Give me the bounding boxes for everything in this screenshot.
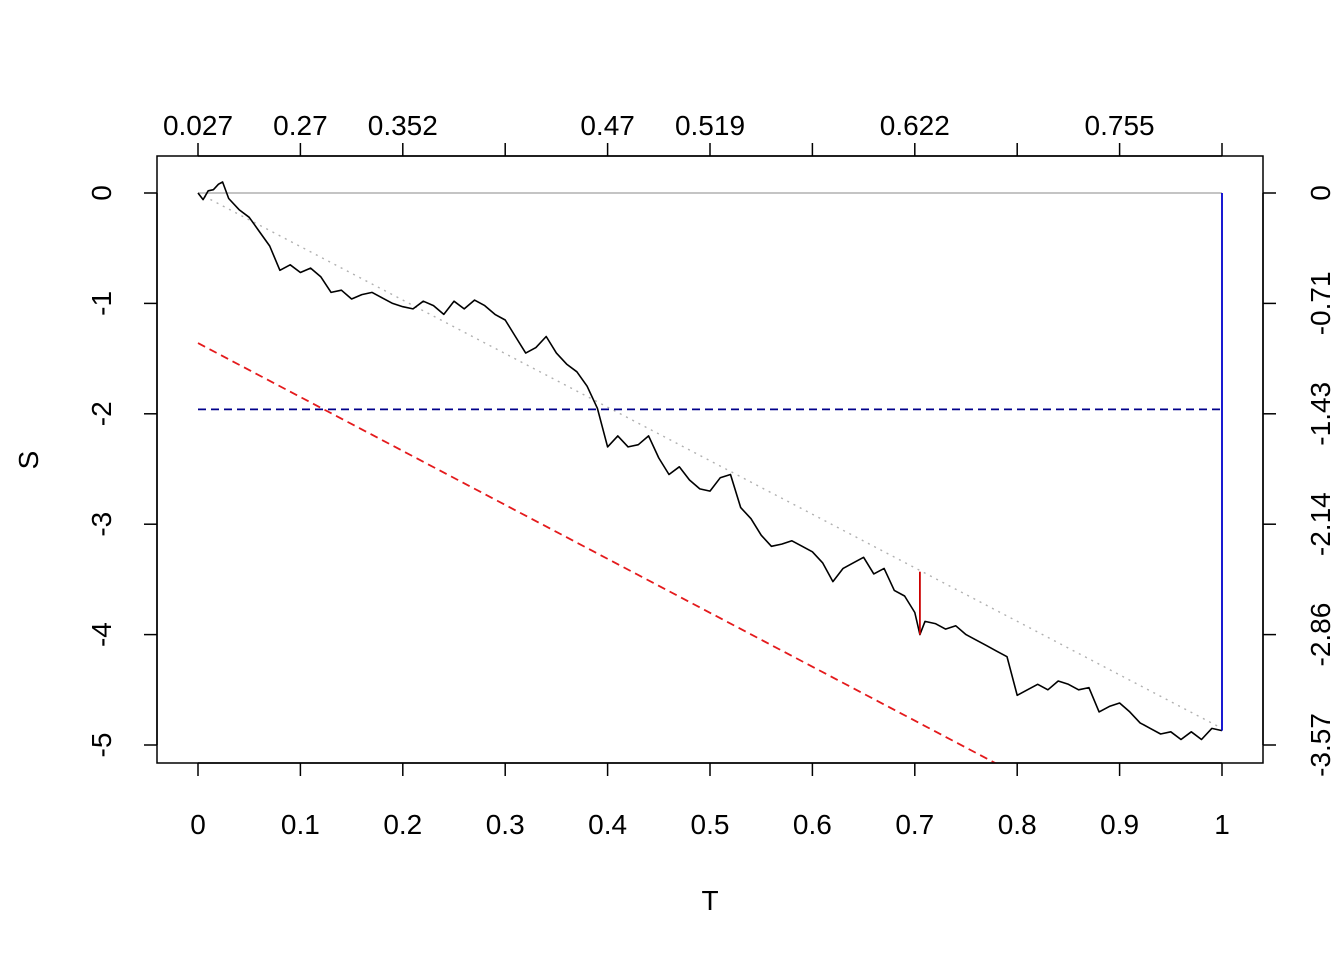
x-tick-label: 0.6 — [793, 809, 832, 840]
x-tick-label: 0 — [190, 809, 206, 840]
y-tick-label: -5 — [86, 733, 117, 758]
plot-frame — [156, 155, 1264, 764]
right-tick-label: -3.57 — [1305, 713, 1336, 777]
series-path — [197, 181, 1223, 741]
top-tick-label: 0.027 — [163, 110, 233, 141]
top-tick-label: 0.755 — [1085, 110, 1155, 141]
top-tick-label: 0.352 — [368, 110, 438, 141]
y-axis: 0 -1 -2 -3 -4 -5 — [86, 185, 158, 758]
series-lines — [197, 181, 1223, 763]
series-trend — [197, 192, 1223, 730]
x-tick-label: 0.5 — [691, 809, 730, 840]
series-lower-bound — [197, 342, 998, 763]
y-axis-label: S — [13, 451, 44, 470]
y-tick-label: -2 — [86, 401, 117, 426]
top-axis: 0.027 0.27 0.352 0.47 0.519 0.622 0.755 — [163, 110, 1223, 157]
top-tick-label: 0.622 — [880, 110, 950, 141]
x-axis-label: T — [701, 885, 718, 916]
y-tick-label: -1 — [86, 291, 117, 316]
x-tick-label: 0.7 — [895, 809, 934, 840]
x-tick-label: 0.4 — [588, 809, 627, 840]
right-tick-label: -2.14 — [1305, 492, 1336, 556]
top-tick-label: 0.519 — [675, 110, 745, 141]
right-tick-label: -2.86 — [1305, 603, 1336, 667]
right-tick-label: -0.71 — [1305, 271, 1336, 335]
right-tick-label: -1.43 — [1305, 382, 1336, 446]
top-tick-label: 0.27 — [273, 110, 328, 141]
right-tick-label: 0 — [1305, 185, 1336, 201]
x-axis: 0 0.1 0.2 0.3 0.4 0.5 0.6 0.7 0.8 0.9 1 — [190, 762, 1230, 840]
x-tick-label: 0.9 — [1100, 809, 1139, 840]
x-tick-label: 0.1 — [281, 809, 320, 840]
y-tick-label: -4 — [86, 622, 117, 647]
x-tick-label: 1 — [1214, 809, 1230, 840]
y-tick-label: -3 — [86, 512, 117, 537]
top-tick-label: 0.47 — [580, 110, 635, 141]
x-tick-label: 0.2 — [383, 809, 422, 840]
right-axis: 0 -0.71 -1.43 -2.14 -2.86 -3.57 — [1262, 185, 1336, 777]
x-tick-label: 0.3 — [486, 809, 525, 840]
y-tick-label: 0 — [86, 185, 117, 201]
x-tick-label: 0.8 — [998, 809, 1037, 840]
